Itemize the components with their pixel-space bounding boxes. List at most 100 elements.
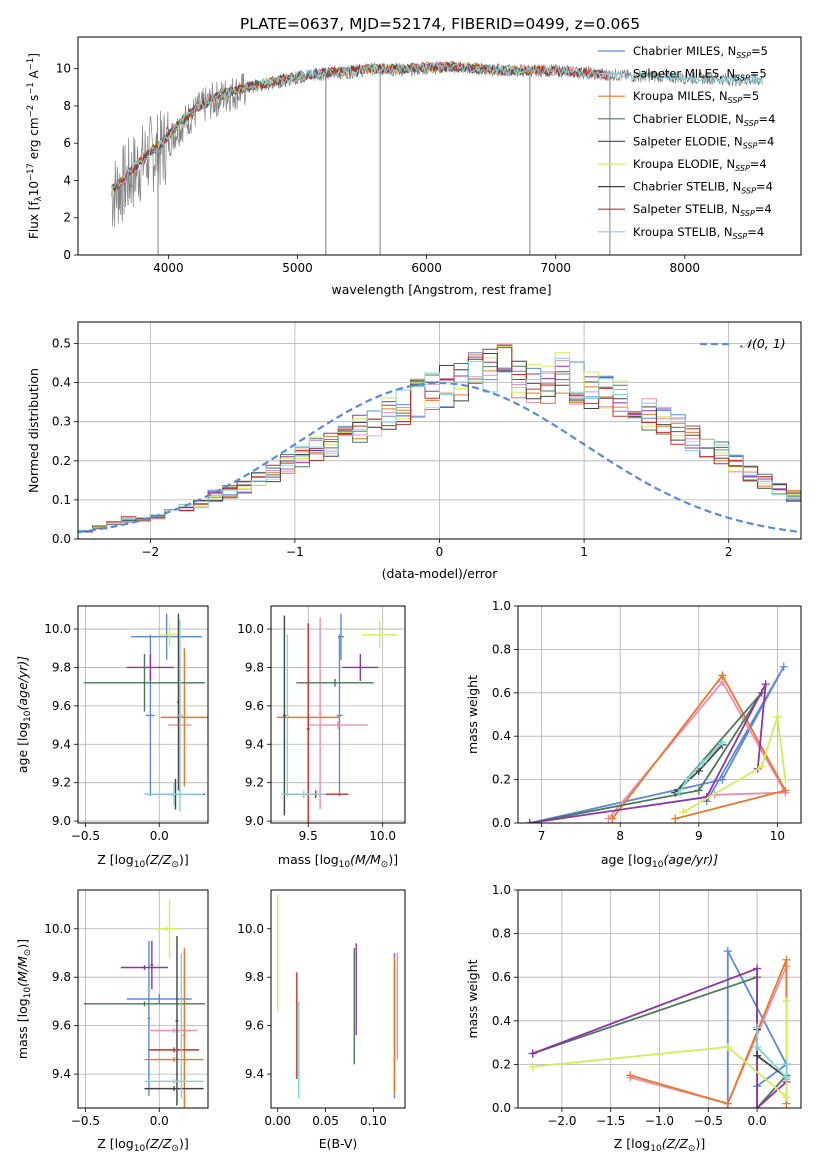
y-tick-label: 9.6 bbox=[52, 1019, 71, 1033]
mass-weight-point-marker bbox=[626, 1071, 635, 1080]
mass-weight-point-marker bbox=[718, 671, 727, 680]
legend-entry: Salpeter ELODIE, NSSP=4 bbox=[633, 134, 774, 150]
mass-weight-vs-age-panel: 7 8 9 10 0.0 0.2 0.4 0.6 0.8 1.0 age [log10(age/yr… bbox=[465, 599, 802, 870]
y-tick-label: 9.6 bbox=[52, 699, 71, 713]
axis-ticks: −2 −1 0 1 2 0.0 0.1 0.2 0.3 0.4 0.5 bbox=[52, 337, 733, 559]
x-tick-label: −0.5 bbox=[694, 1114, 723, 1128]
mass-weight-point-marker bbox=[781, 775, 790, 784]
x-tick-label: −1.0 bbox=[645, 1114, 674, 1128]
mass-weight-point-marker bbox=[782, 955, 791, 964]
mass-weight-line-chabrier-miles bbox=[529, 666, 785, 823]
plot-area bbox=[83, 613, 208, 812]
x-tick-label: −2 bbox=[141, 545, 159, 559]
mass-weight-point-marker bbox=[773, 712, 782, 721]
y-axis-label: mass weight bbox=[465, 959, 480, 1038]
model-fit-line-chabrier-miles bbox=[111, 61, 608, 191]
mass-weight-line-kroupa-elodie bbox=[682, 716, 787, 813]
mass-weight-point-marker bbox=[753, 1042, 762, 1051]
mass-weight-point-marker bbox=[723, 1042, 732, 1051]
model-fit-tail-line bbox=[607, 70, 763, 85]
mass-weight-point-marker bbox=[675, 788, 684, 797]
mass-weight-point-marker bbox=[528, 1062, 537, 1071]
grid-lines bbox=[78, 606, 208, 823]
mass-weight-point-marker bbox=[723, 1099, 732, 1108]
model-fit-line-salpeter-stelib bbox=[111, 60, 608, 189]
y-tick-label: 0 bbox=[63, 248, 71, 262]
residual-histogram-kroupa-stelib bbox=[78, 357, 801, 531]
model-fit-line-chabrier-stelib bbox=[111, 61, 608, 194]
x-tick-label: 10 bbox=[770, 829, 785, 843]
mass-weight-point-marker bbox=[753, 1051, 762, 1060]
y-tick-label: 9.0 bbox=[245, 814, 264, 828]
y-tick-label: 0.5 bbox=[52, 337, 71, 351]
y-tick-label: 9.8 bbox=[52, 660, 71, 674]
legend-entry: Salpeter MILES, NSSP=5 bbox=[633, 67, 767, 83]
y-tick-label: 1.0 bbox=[492, 883, 511, 897]
x-tick-label: −2.0 bbox=[547, 1114, 576, 1128]
y-tick-label: 9.4 bbox=[52, 1067, 71, 1081]
plot-area bbox=[277, 894, 399, 1099]
y-tick-label: 10 bbox=[56, 62, 71, 76]
axes-frame bbox=[77, 889, 209, 1109]
y-tick-label: 9.8 bbox=[245, 970, 264, 984]
residual-histogram-salpeter-elodie bbox=[78, 356, 801, 533]
figure-title: PLATE=0637, MJD=52174, FIBERID=0499, z=0… bbox=[240, 15, 640, 33]
x-tick-label: 0 bbox=[436, 545, 444, 559]
y-axis-label: Normed distribution bbox=[26, 368, 41, 493]
plot-area bbox=[525, 662, 790, 823]
mass-weight-point-marker bbox=[779, 662, 788, 671]
x-tick-label: 0.00 bbox=[264, 1114, 291, 1128]
mass-weight-point-marker bbox=[781, 786, 790, 795]
y-tick-label: 4 bbox=[63, 173, 71, 187]
x-tick-label: 0.05 bbox=[312, 1114, 339, 1128]
x-axis-label: E(B-V) bbox=[319, 1136, 358, 1151]
mass-weight-point-marker bbox=[753, 1104, 762, 1108]
y-tick-label: 0.6 bbox=[492, 970, 511, 984]
mass-weight-point-marker bbox=[761, 680, 770, 689]
mass-weight-line-kroupa-stelib bbox=[756, 1027, 788, 1080]
x-tick-label: 9 bbox=[695, 829, 703, 843]
x-axis-label: Z [log10(Z/Z⊙)] bbox=[97, 852, 188, 870]
y-tick-label: 0.4 bbox=[492, 1014, 511, 1028]
y-tick-label: 9.8 bbox=[245, 660, 264, 674]
mass-weight-point-marker bbox=[782, 1093, 791, 1102]
plot-area bbox=[528, 947, 791, 1108]
x-tick-label: 5000 bbox=[282, 261, 313, 275]
y-tick-label: 1.0 bbox=[492, 599, 511, 613]
x-tick-label: 7 bbox=[538, 829, 546, 843]
x-axis-label: Z [log10(Z/Z⊙)] bbox=[97, 1136, 188, 1154]
age-vs-metallicity-panel: −0.5 0.0 9.0 9.2 9.4 9.6 9.8 10.0 Z [log10(Z/Z⊙)… bbox=[15, 605, 209, 870]
mass-weight-point-marker bbox=[782, 1073, 791, 1082]
x-tick-label: 6000 bbox=[411, 261, 442, 275]
axis-ticks: 0.00 0.05 0.10 9.4 9.6 9.8 10.0 bbox=[237, 922, 386, 1128]
axis-ticks: 9.5 10.0 9.0 9.2 9.4 9.6 9.8 10.0 bbox=[237, 622, 396, 843]
plot-area bbox=[276, 613, 398, 823]
x-tick-label: −0.5 bbox=[71, 1114, 100, 1128]
residuals-panel: −2 −1 0 1 2 0.0 0.1 0.2 0.3 0.4 0.5 𝒩(0, 1) (data-mo… bbox=[26, 321, 802, 581]
mass-weight-point-marker bbox=[525, 819, 534, 823]
y-tick-label: 9.2 bbox=[245, 776, 264, 790]
y-tick-label: 9.0 bbox=[52, 814, 71, 828]
x-tick-label: 0.0 bbox=[150, 1114, 169, 1128]
mass-weight-point-marker bbox=[782, 997, 791, 1006]
axes-frame bbox=[517, 605, 802, 824]
y-tick-label: 0.4 bbox=[52, 376, 71, 390]
legend-entry: Chabrier MILES, NSSP=5 bbox=[633, 44, 768, 60]
mass-weight-point-marker bbox=[718, 775, 727, 784]
x-axis-label: age [log10(age/yr)] bbox=[601, 852, 718, 870]
normal-distribution-curve bbox=[78, 381, 801, 534]
mass-vs-metallicity-panel: −0.5 0.0 9.4 9.6 9.8 10.0 Z [log10(Z/Z⊙)] mass … bbox=[15, 889, 209, 1154]
y-tick-label: 0.1 bbox=[52, 493, 71, 507]
legend-entry: Kroupa STELIB, NSSP=4 bbox=[633, 225, 764, 241]
axis-ticks: 4000 5000 6000 7000 8000 0 2 4 6 8 10 bbox=[56, 62, 700, 275]
mass-weight-point-marker bbox=[723, 947, 732, 956]
y-tick-label: 0.8 bbox=[492, 927, 511, 941]
y-tick-label: 0.2 bbox=[52, 454, 71, 468]
mass-weight-point-marker bbox=[782, 1060, 791, 1069]
mass-weight-vs-metallicity-panel: −2.0 −1.5 −1.0 −0.5 0.0 0.0 0.2 0.4 0.6 0.8 1.0 Z [… bbox=[465, 883, 802, 1154]
mass-weight-line-salpeter-elodie bbox=[529, 683, 767, 823]
x-tick-label: 10.0 bbox=[369, 829, 396, 843]
y-tick-label: 9.6 bbox=[245, 1019, 264, 1033]
y-tick-label: 10.0 bbox=[237, 922, 264, 936]
x-axis-label: Z [log10(Z/Z⊙)] bbox=[614, 1136, 705, 1154]
